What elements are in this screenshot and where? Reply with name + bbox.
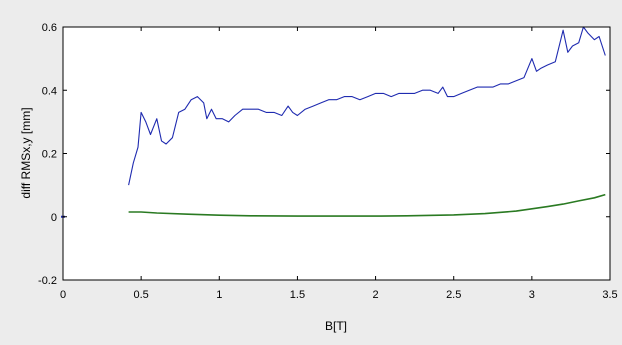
y-tick-label: -0.2 xyxy=(38,275,57,287)
x-tick-label: 0 xyxy=(60,289,66,301)
x-tick-label: 3.5 xyxy=(602,289,617,301)
y-tick-label: 0.6 xyxy=(42,22,57,34)
plot-area xyxy=(63,27,610,280)
x-tick-label: 2 xyxy=(373,289,379,301)
x-tick-label: 3 xyxy=(529,289,535,301)
x-tick-label: 1 xyxy=(216,289,222,301)
series-line-2 xyxy=(128,193,606,217)
y-axis-label: diff RMSx,y [mm] xyxy=(19,107,33,198)
y-tick-label: 0.4 xyxy=(42,85,57,97)
series-line-1 xyxy=(128,26,606,186)
x-tick-label: 1.5 xyxy=(290,289,305,301)
x-tick-label: 0.5 xyxy=(133,289,148,301)
y-tick-label: 0 xyxy=(51,212,57,224)
x-axis-label: B[T] xyxy=(325,319,347,333)
x-tick-label: 2.5 xyxy=(446,289,461,301)
y-tick-label: 0.2 xyxy=(42,149,57,161)
